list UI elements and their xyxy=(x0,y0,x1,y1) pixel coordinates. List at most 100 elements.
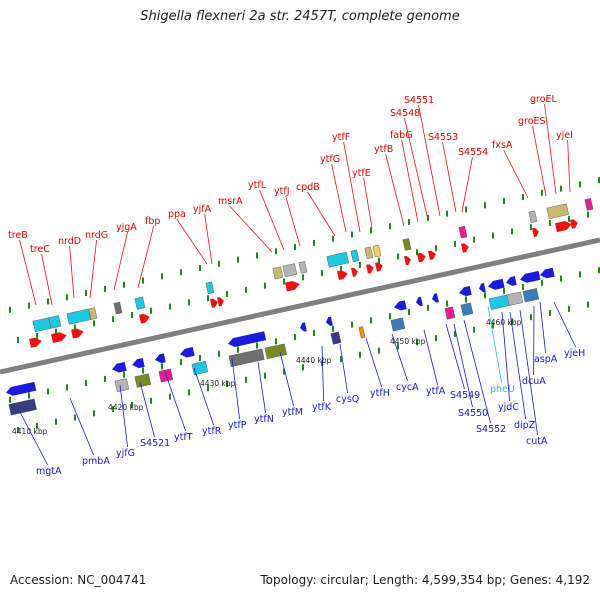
reverse-gene-arrow[interactable] xyxy=(179,346,195,359)
gene-label-pmbA[interactable]: pmbA xyxy=(82,456,110,467)
gene-label-ytfK[interactable]: ytfK xyxy=(312,402,332,413)
gene-label-ytfT[interactable]: ytfT xyxy=(174,432,193,443)
feature-box[interactable] xyxy=(444,306,456,320)
gene-label-ytfB[interactable]: ytfB xyxy=(374,144,393,155)
reverse-gene-arrow[interactable] xyxy=(431,293,439,303)
gene-label-dipZ[interactable]: dipZ xyxy=(514,420,536,431)
reverse-gene-arrow[interactable] xyxy=(227,331,267,348)
feature-box[interactable] xyxy=(390,317,406,332)
gene-label-fxsA[interactable]: fxsA xyxy=(492,140,513,151)
gene-label-pheU[interactable]: pheU xyxy=(490,384,515,395)
feature-box[interactable] xyxy=(350,249,360,263)
gene-label-nrdD[interactable]: nrdD xyxy=(58,236,81,247)
gene-label-groEL[interactable]: groEL xyxy=(530,94,558,105)
gene-label-ytfN[interactable]: ytfN xyxy=(254,414,274,425)
gene-label-ytfL[interactable]: ytfL xyxy=(248,180,267,191)
gene-label-dcuA[interactable]: dcuA xyxy=(522,376,546,387)
forward-gene-arrow[interactable] xyxy=(51,331,68,343)
reverse-gene-arrow[interactable] xyxy=(299,322,307,332)
feature-box[interactable] xyxy=(134,296,146,310)
feature-box[interactable] xyxy=(458,225,468,239)
reverse-gene-arrow[interactable] xyxy=(131,357,145,369)
gene-label-treC[interactable]: treC xyxy=(30,244,50,255)
gene-label-yjfG[interactable]: yjfG xyxy=(116,448,135,459)
forward-gene-arrow[interactable] xyxy=(461,242,470,253)
gene-label-S4521[interactable]: S4521 xyxy=(140,438,170,449)
feature-box[interactable] xyxy=(205,281,215,295)
forward-gene-arrow[interactable] xyxy=(532,227,540,238)
gene-label-ytfH[interactable]: ytfH xyxy=(370,388,390,399)
gene-label-S4551[interactable]: S4551 xyxy=(404,95,434,106)
forward-gene-arrow[interactable] xyxy=(404,255,412,266)
feature-box[interactable] xyxy=(228,348,265,368)
gene-label-yjeI[interactable]: yjeI xyxy=(556,130,573,141)
feature-box[interactable] xyxy=(272,266,284,280)
gene-label-cpdB[interactable]: cpdB xyxy=(296,182,320,193)
gene-label-yjgA[interactable]: yjgA xyxy=(116,222,137,233)
reverse-gene-arrow[interactable] xyxy=(519,270,541,284)
feature-box[interactable] xyxy=(8,398,37,416)
gene-label-mgtA[interactable]: mgtA xyxy=(36,466,62,477)
forward-gene-arrow[interactable] xyxy=(375,261,384,272)
gene-label-S4553[interactable]: S4553 xyxy=(428,132,458,143)
reverse-gene-arrow[interactable] xyxy=(5,381,37,397)
feature-box[interactable] xyxy=(264,343,287,360)
reverse-gene-arrow[interactable] xyxy=(415,296,423,307)
forward-gene-arrow[interactable] xyxy=(570,218,579,229)
forward-gene-arrow[interactable] xyxy=(555,220,573,233)
gene-label-ytfE[interactable]: ytfE xyxy=(352,168,371,179)
gene-label-cysQ[interactable]: cysQ xyxy=(336,394,359,405)
feature-box[interactable] xyxy=(66,308,91,325)
feature-box[interactable] xyxy=(298,261,308,274)
feature-box[interactable] xyxy=(114,378,130,393)
gene-label-msrA[interactable]: msrA xyxy=(218,196,243,207)
gene-label-ytfP[interactable]: ytfP xyxy=(228,420,247,431)
feature-box[interactable] xyxy=(134,373,152,388)
reverse-gene-arrow[interactable] xyxy=(458,286,472,297)
forward-gene-arrow[interactable] xyxy=(210,298,219,308)
feature-box[interactable] xyxy=(330,331,342,345)
gene-label-yjfA[interactable]: yjfA xyxy=(193,204,212,215)
reverse-gene-arrow[interactable] xyxy=(154,353,166,364)
reverse-gene-arrow[interactable] xyxy=(539,267,555,280)
gene-label-ytfF[interactable]: ytfF xyxy=(332,132,350,143)
reverse-gene-arrow[interactable] xyxy=(478,282,486,293)
gene-label-ppa[interactable]: ppa xyxy=(168,209,186,220)
gene-label-groES[interactable]: groES xyxy=(518,116,546,127)
gene-label-cycA[interactable]: cycA xyxy=(396,382,419,393)
gene-label-ytfM[interactable]: ytfM xyxy=(282,407,303,418)
feature-box[interactable] xyxy=(460,302,474,316)
feature-box[interactable] xyxy=(528,210,538,224)
gene-label-ytfG[interactable]: ytfG xyxy=(320,154,340,165)
gene-label-fbp[interactable]: fbp xyxy=(145,216,160,227)
gene-label-ytfR[interactable]: ytfR xyxy=(202,426,222,437)
gene-label-S4550[interactable]: S4550 xyxy=(458,408,488,419)
feature-box[interactable] xyxy=(584,198,594,211)
gene-label-ytfJ[interactable]: ytfJ xyxy=(274,186,290,197)
feature-box[interactable] xyxy=(191,360,209,376)
feature-box[interactable] xyxy=(358,326,366,339)
reverse-gene-arrow[interactable] xyxy=(111,361,127,374)
forward-gene-arrow[interactable] xyxy=(366,263,375,274)
feature-box[interactable] xyxy=(48,315,62,329)
forward-gene-arrow[interactable] xyxy=(217,296,225,307)
forward-gene-arrow[interactable] xyxy=(337,269,349,281)
reverse-gene-arrow[interactable] xyxy=(487,278,505,291)
forward-gene-arrow[interactable] xyxy=(139,313,151,324)
feature-box[interactable] xyxy=(32,317,52,333)
feature-box[interactable] xyxy=(506,291,524,306)
gene-label-treB[interactable]: treB xyxy=(8,230,28,241)
forward-gene-arrow[interactable] xyxy=(417,252,427,263)
reverse-gene-arrow[interactable] xyxy=(393,300,407,311)
forward-gene-arrow[interactable] xyxy=(285,280,301,292)
feature-box[interactable] xyxy=(113,301,123,315)
gene-label-cutA[interactable]: cutA xyxy=(526,436,548,447)
forward-gene-arrow[interactable] xyxy=(351,267,359,277)
feature-box[interactable] xyxy=(88,307,98,320)
feature-box[interactable] xyxy=(326,251,349,268)
gene-label-aspA[interactable]: aspA xyxy=(534,354,558,365)
gene-label-yjeH[interactable]: yjeH xyxy=(564,348,585,359)
gene-label-ytfA[interactable]: ytfA xyxy=(426,386,446,397)
reverse-gene-arrow[interactable] xyxy=(325,316,333,327)
gene-label-S4548[interactable]: S4548 xyxy=(390,108,420,119)
